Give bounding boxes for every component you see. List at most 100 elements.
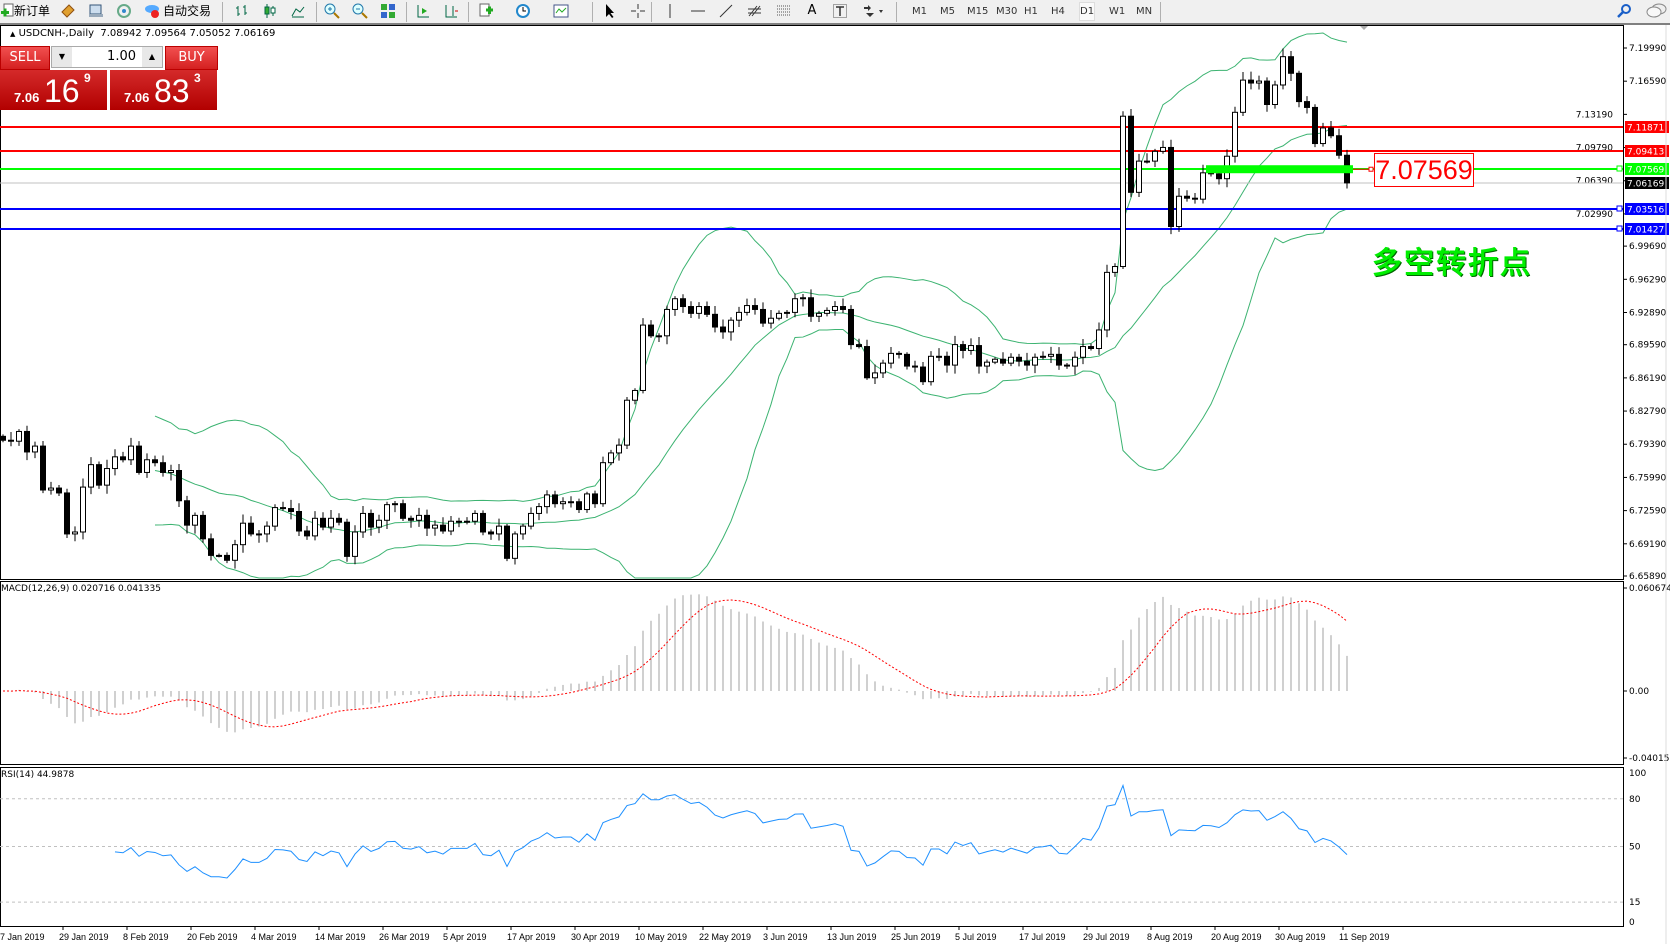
collapse-triangle-icon[interactable]: ▲ (10, 30, 16, 38)
bull-candle-body (1136, 160, 1142, 193)
timeframe-mn[interactable]: MN (1136, 6, 1153, 17)
timeframe-h1[interactable]: H1 (1024, 6, 1038, 17)
search-icon[interactable] (1616, 3, 1632, 19)
bear-candle-body (24, 430, 30, 453)
bear-candle-body (720, 326, 726, 333)
timeframe-h4[interactable]: H4 (1051, 6, 1065, 17)
text-label-icon[interactable] (832, 3, 848, 19)
bear-candle-body (152, 459, 158, 464)
data-window-icon[interactable] (88, 3, 104, 19)
fibonacci-icon[interactable] (747, 3, 763, 19)
bear-candle-body (120, 456, 126, 461)
bull-candle-body (616, 444, 622, 454)
reversal-point-annotation[interactable]: 多空转折点 (1372, 246, 1532, 281)
time-axis-label: 30 Aug 2019 (1275, 932, 1326, 942)
candle (312, 511, 318, 541)
price-tick-label: 6.82790 (1629, 407, 1666, 417)
arrows-icon[interactable] (862, 3, 883, 19)
macd-panel-frame (0, 581, 1624, 765)
candle (504, 524, 510, 562)
bull-candle-body (696, 306, 702, 314)
sell-button[interactable]: SELL (0, 46, 50, 70)
candle (32, 441, 38, 459)
new-order-button[interactable]: 新订单 (14, 4, 51, 18)
candlestick-icon[interactable] (262, 3, 278, 19)
bear-candle-body (1088, 346, 1094, 350)
sell-price-panel[interactable]: 7.06 16 9 (0, 70, 107, 110)
bull-candle-body (992, 358, 998, 363)
ohlc-values: 7.08942 7.09564 7.05052 7.06169 (100, 28, 276, 39)
rsi-scale-label: 100 (1629, 769, 1646, 779)
bear-candle-body (136, 445, 142, 473)
bull-candle-body (1272, 84, 1278, 106)
bar-chart-icon[interactable] (234, 3, 250, 19)
chat-icon[interactable] (1646, 3, 1668, 19)
tile-windows-icon[interactable] (380, 3, 396, 19)
one-click-trading-panel: SELL ▼ 1.00 ▲ BUY 7.06 16 9 7.06 83 3 (0, 46, 218, 110)
cursor-icon[interactable] (602, 3, 618, 19)
line-chart-icon[interactable] (290, 3, 306, 19)
time-axis-label: 17 Jan 2019 (0, 932, 45, 942)
candle (432, 520, 438, 536)
time-axis-label: 3 Jun 2019 (763, 932, 808, 942)
vertical-line-icon[interactable] (662, 3, 678, 19)
channel-icon[interactable] (776, 3, 792, 19)
candle (896, 351, 902, 359)
indicators-icon[interactable] (478, 3, 494, 19)
trendline-icon[interactable] (718, 3, 734, 19)
bull-candle-body (952, 344, 958, 366)
bull-candle-body (168, 469, 174, 473)
buy-price-panel[interactable]: 7.06 83 3 (110, 70, 217, 110)
zoom-out-icon[interactable] (352, 3, 368, 19)
price-label-annotation[interactable]: 7.07569 (1374, 153, 1474, 187)
auto-trading-button[interactable]: 自动交易 (163, 4, 212, 18)
text-icon[interactable]: A (807, 3, 817, 18)
templates-icon[interactable] (553, 3, 569, 19)
market-watch-icon[interactable] (60, 3, 76, 19)
crosshair-icon[interactable] (630, 3, 646, 19)
auto-scroll-icon[interactable] (415, 3, 431, 19)
zoom-in-icon[interactable] (324, 3, 340, 19)
signals-icon[interactable] (116, 3, 132, 19)
bear-candle-body (96, 464, 102, 486)
bear-candle-body (176, 469, 182, 502)
bull-candle-body (1008, 356, 1014, 364)
lot-size-input[interactable]: 1.00 (107, 49, 136, 64)
bull-candle-body (376, 519, 382, 528)
macd-scale-label: 0.060674 (1629, 584, 1670, 594)
candle (736, 306, 742, 327)
new-order-icon[interactable] (1, 3, 17, 19)
bear-candle-body (64, 492, 70, 535)
timeframe-m1[interactable]: M1 (912, 6, 927, 17)
candle (816, 310, 822, 323)
timeframe-m30[interactable]: M30 (996, 6, 1018, 17)
price-tick-label: 6.75990 (1629, 473, 1666, 483)
bull-candle-body (936, 355, 942, 358)
lot-decrease-button[interactable]: ▼ (52, 47, 72, 67)
candle (1328, 121, 1334, 139)
level-price-tag (1625, 203, 1669, 215)
candle (600, 456, 606, 507)
rsi-scale-label: 50 (1629, 843, 1641, 853)
bull-candle-body (736, 311, 742, 321)
buy-button[interactable]: BUY (165, 46, 218, 70)
timeframe-d1[interactable]: D1 (1078, 2, 1096, 21)
bear-candle-body (336, 517, 342, 523)
bull-candle-body (1032, 356, 1038, 366)
lot-increase-button[interactable]: ▲ (142, 47, 162, 67)
timeframe-w1[interactable]: W1 (1109, 6, 1126, 17)
candle (232, 539, 238, 569)
bull-candle-body (968, 345, 974, 351)
timeframe-m5[interactable]: M5 (940, 6, 955, 17)
periods-icon[interactable] (515, 3, 531, 19)
macd-scale-label: -0.040152 (1629, 754, 1670, 764)
auto-trading-icon[interactable] (144, 3, 160, 19)
candle (40, 441, 46, 494)
candle (712, 306, 718, 333)
bear-candle-body (840, 306, 846, 310)
bull-candle-body (392, 503, 398, 506)
horizontal-line-icon[interactable] (690, 3, 706, 19)
timeframe-m15[interactable]: M15 (967, 6, 989, 17)
chart-shift-icon[interactable] (443, 3, 459, 19)
